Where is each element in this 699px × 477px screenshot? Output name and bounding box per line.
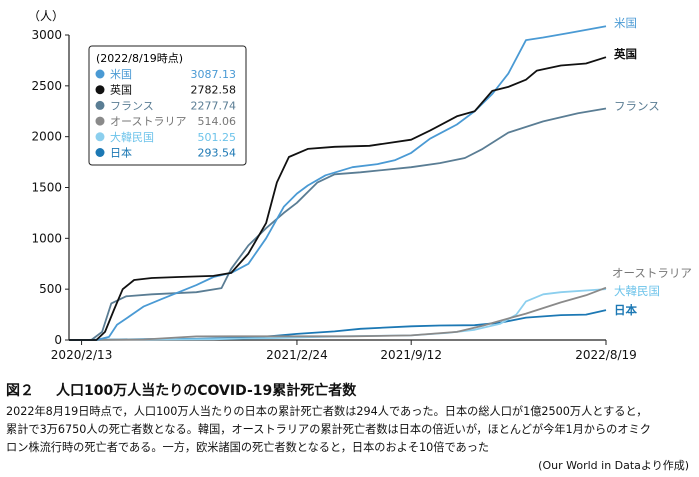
end-label-オーストラリア: オーストラリア xyxy=(612,266,692,280)
figure-title-text: 人口100万人当たりのCOVID-19累計死亡者数 xyxy=(56,383,357,399)
legend-series-value: 2277.74 xyxy=(191,99,237,112)
y-tick-label: 3000 xyxy=(31,28,62,42)
y-tick-label: 2000 xyxy=(31,130,62,144)
legend-series-value: 3087.13 xyxy=(191,68,237,81)
y-tick-label: 1000 xyxy=(31,231,62,245)
source-note: (Our World in Dataより作成) xyxy=(538,459,689,472)
caption-line: 2022年8月19日時点で，人口100万人当たりの日本の累計死亡者数は294人で… xyxy=(6,405,648,418)
x-tick-label: 2021/9/12 xyxy=(380,348,442,362)
x-axis: 2020/2/13 2021/2/24 2021/9/12 2022/8/19 xyxy=(51,340,637,362)
series-line-英国 xyxy=(69,56,607,341)
legend-series-name: オーストラリア xyxy=(110,115,186,128)
y-axis: 0 500 1000 1500 2000 2500 3000 xyxy=(31,28,69,347)
legend-series-value: 501.25 xyxy=(198,131,237,144)
x-tick-label: 2020/2/13 xyxy=(51,348,113,362)
caption-line: 累計で3万6750人の死亡者数となる。韓国，オーストラリアの累計死亡者数は日本の… xyxy=(6,423,651,436)
series-lines xyxy=(69,25,607,341)
legend-series-name: 大韓民国 xyxy=(110,130,154,144)
legend: (2022/8/19時点) 米国 3087.13 英国 2782.58 フランス 2277… xyxy=(88,45,247,166)
end-label-大韓民国: 大韓民国 xyxy=(614,284,660,298)
figure-title: 図２ 人口100万人当たりのCOVID-19累計死亡者数 xyxy=(6,380,356,400)
end-label-米国: 米国 xyxy=(614,16,637,30)
y-tick-label: 0 xyxy=(54,333,62,347)
y-tick-label: 1500 xyxy=(31,181,62,195)
caption-line: ロン株流行時の死亡者である。一方，欧米諸国の死亡者数となると，日本のおよそ10倍… xyxy=(6,441,490,454)
series-line-フランス xyxy=(69,107,607,341)
x-tick-label: 2021/2/24 xyxy=(266,348,328,362)
figure-caption: 2022年8月19日時点で，人口100万人当たりの日本の累計死亡者数は294人で… xyxy=(6,403,696,457)
legend-marker xyxy=(95,148,105,157)
legend-box xyxy=(88,45,247,166)
end-label-フランス: フランス xyxy=(614,99,660,113)
legend-marker xyxy=(95,85,105,95)
legend-series-name: 日本 xyxy=(110,146,132,160)
legend-marker xyxy=(95,100,105,110)
legend-marker xyxy=(95,69,105,79)
legend-title: (2022/8/19時点) xyxy=(96,52,183,65)
legend-series-name: 英国 xyxy=(110,83,132,97)
legend-series-value: 2782.58 xyxy=(191,84,237,97)
x-tick-label: 2022/8/19 xyxy=(575,348,637,362)
figure-number: 図２ xyxy=(6,383,34,399)
y-tick-label: 2500 xyxy=(31,79,62,93)
legend-marker xyxy=(95,116,105,126)
series-line-オーストラリア xyxy=(69,286,607,341)
end-label-日本: 日本 xyxy=(614,303,637,317)
y-tick-label: 500 xyxy=(39,282,62,296)
legend-marker xyxy=(95,132,105,142)
legend-series-name: 米国 xyxy=(110,68,132,81)
end-label-英国: 英国 xyxy=(613,47,637,61)
y-axis-unit-label: （人） xyxy=(28,9,64,23)
legend-series-name: フランス xyxy=(110,99,154,112)
legend-series-value: 514.06 xyxy=(198,115,237,128)
legend-series-value: 293.54 xyxy=(198,147,237,160)
